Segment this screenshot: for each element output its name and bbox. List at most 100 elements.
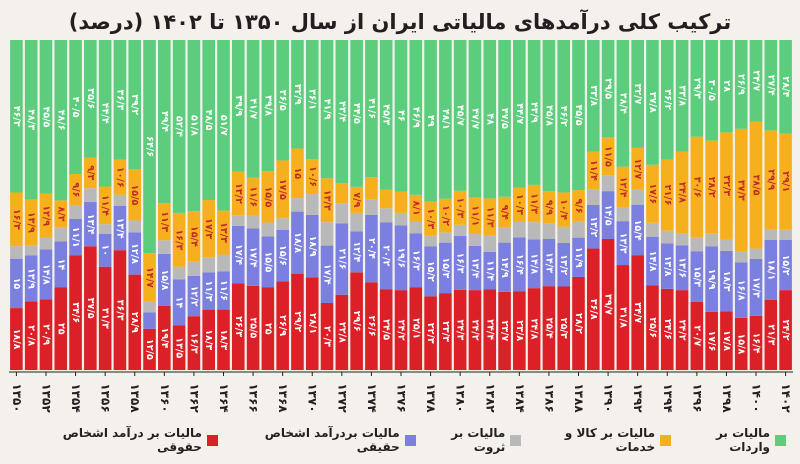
bar-segment-1391-s1 bbox=[616, 221, 630, 266]
bar-segment-1395-s3 bbox=[675, 151, 689, 234]
bar-segment-1384-s2 bbox=[513, 221, 526, 238]
data-label: ۱۳/۴ bbox=[85, 214, 96, 235]
data-label: ۱۷/۴ bbox=[233, 244, 244, 265]
legend-swatch bbox=[206, 434, 218, 446]
bar-segment-1387-s2 bbox=[557, 226, 571, 243]
bar-segment-1358-s0 bbox=[128, 274, 142, 370]
data-label: ۱۲/۵ bbox=[144, 339, 155, 360]
data-label: ۱۰/۴ bbox=[558, 199, 569, 220]
bar-segment-1375-s0 bbox=[379, 289, 393, 370]
data-label: ۱۱/۳ bbox=[484, 207, 495, 228]
bar-segment-1374-s4 bbox=[365, 40, 378, 178]
bar-segment-1377-s1 bbox=[409, 233, 423, 288]
bar-segment-1392-s1 bbox=[631, 204, 644, 256]
data-label: ۱۲/۹ bbox=[40, 205, 51, 226]
bar-segment-1378-s1 bbox=[424, 246, 437, 297]
bar-segment-1390-s1 bbox=[601, 191, 615, 239]
bar-segment-1387-s0 bbox=[557, 286, 571, 370]
bar-segment-1355-s2 bbox=[84, 188, 97, 203]
data-label: ۱۸/۳ bbox=[721, 271, 732, 292]
bar-segment-1374-s3 bbox=[365, 177, 378, 200]
data-label: ۴۸/۱ bbox=[440, 109, 451, 130]
bar-segment-1370-s1 bbox=[305, 214, 319, 278]
bar-segment-1360-s2 bbox=[158, 240, 171, 254]
bar-segment-1372-s1 bbox=[335, 223, 349, 295]
x-tick-label: ۱۳۵۶ bbox=[99, 383, 113, 412]
bar-segment-1364-s1 bbox=[217, 271, 230, 310]
bar-segment-1359-s0 bbox=[143, 328, 156, 370]
data-label: ۴۵/۸ bbox=[543, 105, 554, 126]
bar-segment-1364-s2 bbox=[217, 254, 230, 272]
data-label: ۱۲/۴ bbox=[617, 177, 628, 198]
data-label: ۲۵/۳ bbox=[558, 318, 569, 339]
bar-segment-1379-s1 bbox=[439, 242, 452, 294]
bar-segment-1399-s1 bbox=[734, 262, 748, 318]
data-label: ۱۲/۸ bbox=[129, 243, 140, 264]
bar-segment-1366-s4 bbox=[246, 40, 260, 178]
data-label: ۳۴/۷ bbox=[632, 302, 643, 323]
legend-swatch bbox=[775, 434, 786, 446]
data-label: ۳۰/۶ bbox=[691, 177, 702, 198]
bar-segment-1354-s2 bbox=[69, 205, 82, 219]
data-label: ۳۶/۸ bbox=[588, 299, 599, 320]
bar-segment-1395-s0 bbox=[675, 290, 689, 370]
bar-segment-1396-s2 bbox=[690, 237, 704, 252]
bar-segment-1378-s2 bbox=[424, 235, 437, 247]
data-label: ۳۱/۸ bbox=[617, 307, 628, 328]
data-label: ۱۷/۳ bbox=[203, 218, 214, 239]
bar-segment-1367-s0 bbox=[261, 287, 275, 370]
data-label: ۱۸/۳ bbox=[218, 329, 229, 350]
bar-segment-1380-s1 bbox=[453, 236, 467, 290]
data-label: ۲۹/۶ bbox=[351, 311, 362, 332]
bar-segment-1365-s1 bbox=[231, 225, 245, 284]
x-tick-label: ۱۳۶۶ bbox=[247, 383, 261, 412]
data-label: ۱۱/۴ bbox=[588, 160, 599, 181]
bar-segment-1402-s0 bbox=[779, 290, 792, 370]
x-tick-label: ۱۴۰۲ bbox=[779, 383, 793, 413]
bar-segment-1357-s3 bbox=[113, 159, 127, 195]
data-label: ۱۴/۸ bbox=[529, 253, 540, 274]
bar-segment-1354-s0 bbox=[69, 255, 82, 370]
bar-segment-1358-s1 bbox=[128, 232, 142, 275]
bar-segment-1380-s2 bbox=[453, 224, 467, 237]
bar-segment-1378-s0 bbox=[424, 296, 437, 370]
x-tick-label: ۱۳۵۰ bbox=[10, 383, 24, 412]
bar-segment-1384-s4 bbox=[513, 40, 526, 188]
bar-segment-1399-s0 bbox=[734, 317, 748, 370]
bar-segment-1389-s2 bbox=[587, 189, 600, 205]
bar-segment-1374-s0 bbox=[365, 282, 378, 370]
bar-segment-1370-s4 bbox=[305, 40, 319, 160]
data-label: ۳۶/۵ bbox=[277, 90, 288, 111]
bar-segment-1377-s3 bbox=[409, 194, 423, 222]
data-label: ۳۷/۵ bbox=[85, 298, 96, 319]
bar-segment-1383-s1 bbox=[498, 242, 511, 292]
bar-segment-1392-s3 bbox=[631, 147, 644, 190]
data-label: ۲۷/۴ bbox=[765, 75, 776, 96]
data-label: ۳۹/۸ bbox=[262, 95, 273, 116]
bar-segment-1371-s3 bbox=[320, 178, 334, 223]
bar-segment-1358-s4 bbox=[128, 40, 142, 170]
bar-segment-1393-s2 bbox=[646, 222, 659, 237]
bar-segment-1389-s3 bbox=[587, 151, 600, 190]
data-label: ۴۴/۵ bbox=[351, 103, 362, 124]
bar-segment-1382-s1 bbox=[483, 251, 497, 290]
legend-label: مالیات بر ثروت bbox=[451, 426, 506, 454]
bar-segment-1388-s3 bbox=[572, 190, 585, 222]
bar-segment-1382-s0 bbox=[483, 289, 497, 370]
data-label: ۹/۴ bbox=[499, 205, 510, 220]
data-label: ۲۹/۳ bbox=[691, 78, 702, 99]
data-label: ۳۴/۶ bbox=[70, 302, 81, 323]
bar-segment-1385-s0 bbox=[527, 288, 541, 370]
bar-segment-1351-s0 bbox=[24, 301, 38, 370]
bar-segment-1357-s0 bbox=[113, 250, 127, 370]
legend-label: مالیات بر واردات bbox=[715, 426, 771, 454]
bar-segment-1369-s4 bbox=[291, 40, 304, 149]
data-label: ۹/۶ bbox=[573, 198, 584, 213]
x-tick-label: ۱۳۹۰ bbox=[602, 383, 616, 412]
data-label: ۱۷/۴ bbox=[322, 264, 333, 285]
data-label: ۳۸/۴ bbox=[617, 93, 628, 114]
bar-segment-1400-s1 bbox=[749, 258, 763, 316]
data-label: ۱۹/۹ bbox=[706, 269, 717, 290]
data-label: ۱۲/۷ bbox=[632, 158, 643, 179]
bar-segment-1394-s2 bbox=[660, 230, 674, 244]
